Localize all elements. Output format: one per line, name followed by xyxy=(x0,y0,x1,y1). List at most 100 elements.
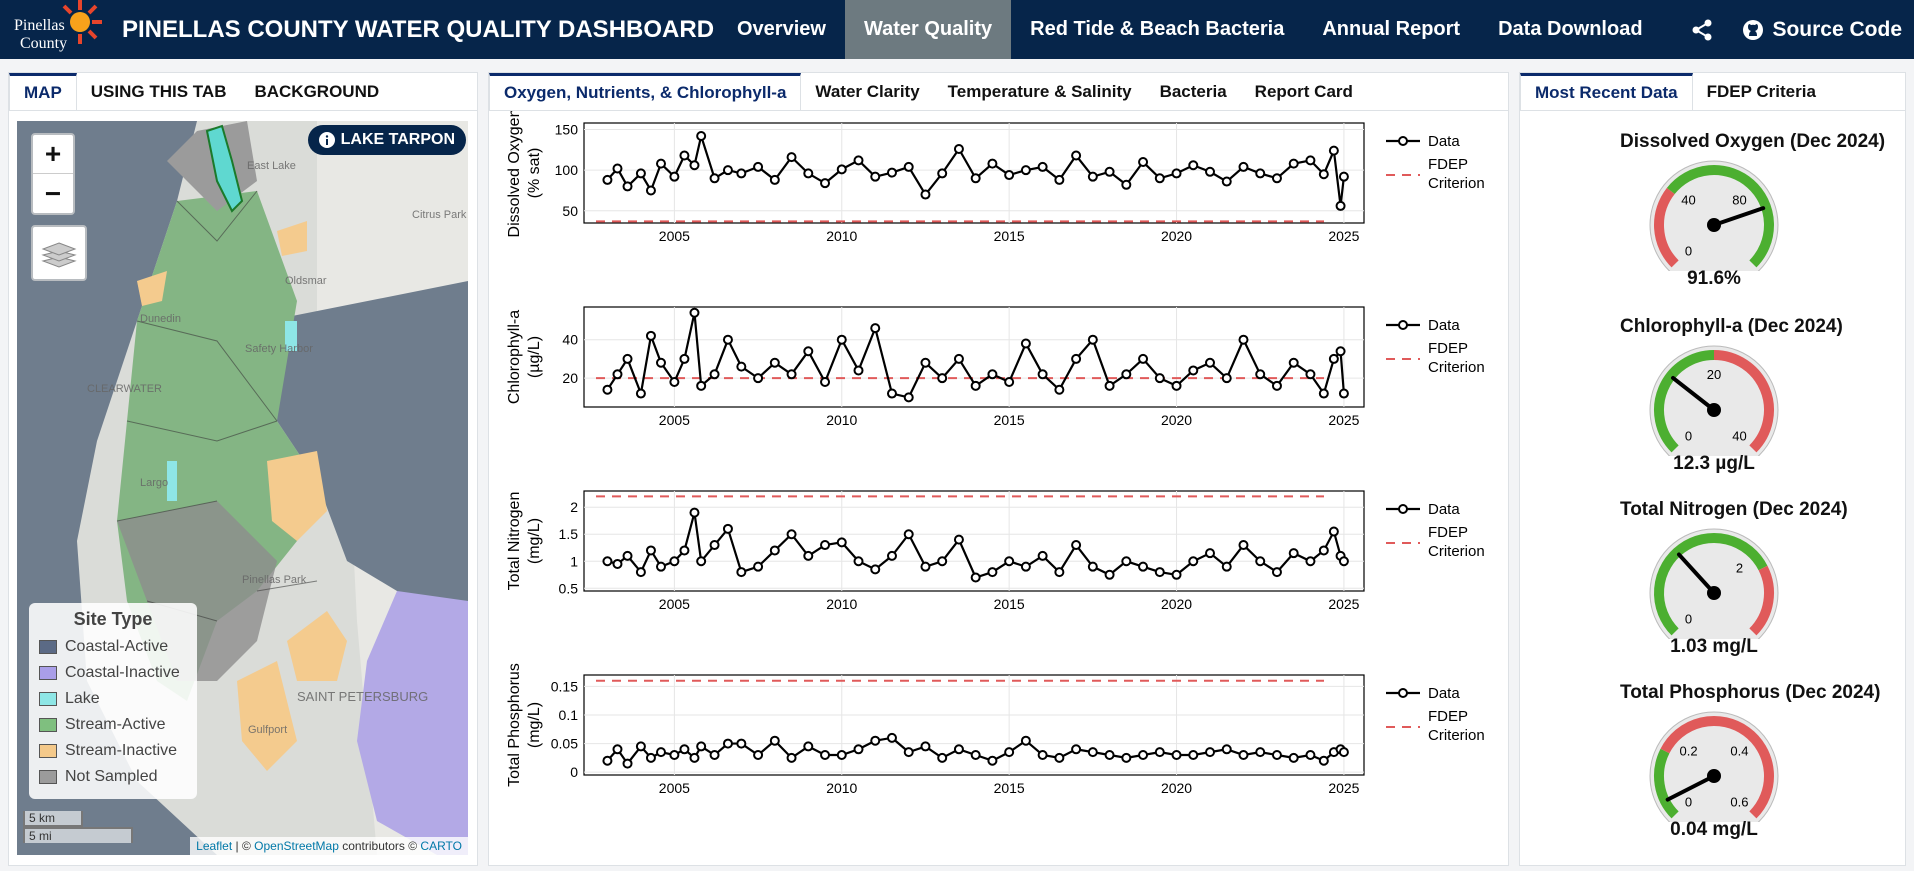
tab-temperature-salinity[interactable]: Temperature & Salinity xyxy=(947,81,1132,101)
data-point[interactable] xyxy=(1104,569,1115,580)
data-point[interactable] xyxy=(1104,166,1115,177)
data-point[interactable] xyxy=(722,738,733,749)
data-point[interactable] xyxy=(803,346,814,357)
data-point[interactable] xyxy=(696,380,707,391)
zoom-out-button[interactable]: − xyxy=(44,177,62,209)
data-point[interactable] xyxy=(937,752,948,763)
data-point[interactable] xyxy=(937,168,948,179)
data-point[interactable] xyxy=(709,750,720,760)
data-point[interactable] xyxy=(1138,157,1149,168)
data-point[interactable] xyxy=(1318,388,1329,399)
data-point[interactable] xyxy=(1205,166,1216,177)
data-point[interactable] xyxy=(886,167,897,178)
data-point[interactable] xyxy=(1004,556,1015,567)
data-point[interactable] xyxy=(722,334,733,345)
data-point[interactable] xyxy=(679,744,690,755)
data-point[interactable] xyxy=(1288,357,1299,368)
tab-bacteria[interactable]: Bacteria xyxy=(1159,81,1227,101)
data-point[interactable] xyxy=(1037,161,1048,172)
data-point[interactable] xyxy=(722,523,733,534)
data-point[interactable] xyxy=(689,507,700,518)
data-point[interactable] xyxy=(1338,388,1349,399)
data-point[interactable] xyxy=(736,168,747,179)
data-point[interactable] xyxy=(1138,353,1149,364)
legend-criterion-label[interactable]: FDEP Criterion xyxy=(1428,156,1485,192)
data-point[interactable] xyxy=(709,173,720,184)
data-point[interactable] xyxy=(1255,168,1266,179)
data-point[interactable] xyxy=(689,160,700,171)
legend-data-label[interactable]: Data xyxy=(1428,501,1460,518)
data-point[interactable] xyxy=(1054,752,1065,763)
data-point[interactable] xyxy=(1221,176,1232,187)
tab-using-this-tab[interactable]: USING THIS TAB xyxy=(90,81,227,101)
data-point[interactable] xyxy=(696,741,707,752)
data-point[interactable] xyxy=(1205,747,1216,758)
data-point[interactable] xyxy=(1188,365,1199,376)
data-point[interactable] xyxy=(1271,173,1282,184)
data-point[interactable] xyxy=(1271,380,1282,391)
layers-icon[interactable] xyxy=(31,225,87,281)
nav-red-tide-beach-bacteria[interactable]: Red Tide & Beach Bacteria xyxy=(1030,18,1285,40)
data-point[interactable] xyxy=(1305,369,1316,380)
data-point[interactable] xyxy=(689,307,700,318)
data-point[interactable] xyxy=(870,564,881,575)
nav-overview[interactable]: Overview xyxy=(737,18,826,40)
data-point[interactable] xyxy=(953,744,964,755)
data-point[interactable] xyxy=(920,741,931,752)
data-point[interactable] xyxy=(679,353,690,364)
data-point[interactable] xyxy=(645,752,656,763)
data-point[interactable] xyxy=(645,330,656,341)
source-code-link[interactable]: Source Code xyxy=(1724,18,1914,42)
data-point[interactable] xyxy=(602,556,613,567)
site-map[interactable]: East Lake Citrus Park Oldsmar Dunedin Sa… xyxy=(17,121,468,855)
data-point[interactable] xyxy=(736,738,747,749)
data-point[interactable] xyxy=(602,384,613,395)
data-point[interactable] xyxy=(1255,747,1266,758)
data-point[interactable] xyxy=(1071,150,1082,161)
data-point[interactable] xyxy=(920,189,931,200)
data-point[interactable] xyxy=(953,144,964,155)
data-point[interactable] xyxy=(769,357,780,368)
data-point[interactable] xyxy=(987,158,998,169)
data-point[interactable] xyxy=(1318,755,1329,766)
data-point[interactable] xyxy=(1171,569,1182,580)
data-point[interactable] xyxy=(1271,567,1282,578)
data-point[interactable] xyxy=(612,369,623,380)
nav-water-quality[interactable]: Water Quality xyxy=(844,0,1012,59)
data-point[interactable] xyxy=(970,380,981,391)
data-point[interactable] xyxy=(635,567,646,578)
tab-background[interactable]: BACKGROUND xyxy=(254,81,380,101)
data-point[interactable] xyxy=(635,741,646,752)
data-point[interactable] xyxy=(1121,179,1132,190)
data-point[interactable] xyxy=(612,163,623,174)
data-point[interactable] xyxy=(903,161,914,172)
data-point[interactable] xyxy=(1328,353,1339,364)
data-point[interactable] xyxy=(1154,567,1165,578)
data-point[interactable] xyxy=(1087,561,1098,572)
data-point[interactable] xyxy=(1255,369,1266,380)
data-point[interactable] xyxy=(836,537,847,548)
data-point[interactable] xyxy=(1020,165,1031,176)
osm-link[interactable]: OpenStreetMap xyxy=(254,839,339,853)
data-point[interactable] xyxy=(1338,747,1349,758)
leaflet-link[interactable]: Leaflet xyxy=(196,839,233,853)
nav-data-download[interactable]: Data Download xyxy=(1498,18,1643,40)
data-point[interactable] xyxy=(1071,744,1082,755)
data-point[interactable] xyxy=(1188,160,1199,171)
data-point[interactable] xyxy=(1154,747,1165,758)
nav-annual-report[interactable]: Annual Report xyxy=(1322,18,1461,40)
data-point[interactable] xyxy=(635,388,646,399)
data-point[interactable] xyxy=(1318,169,1329,180)
data-point[interactable] xyxy=(622,758,633,769)
legend-criterion-label[interactable]: FDEP Criterion xyxy=(1428,708,1485,744)
data-point[interactable] xyxy=(769,545,780,556)
data-point[interactable] xyxy=(1071,540,1082,551)
data-point[interactable] xyxy=(820,540,831,551)
legend-criterion-label[interactable]: FDEP Criterion xyxy=(1428,340,1485,376)
tab-report-card[interactable]: Report Card xyxy=(1254,81,1353,101)
data-point[interactable] xyxy=(1305,155,1316,166)
data-point[interactable] xyxy=(1071,353,1082,364)
data-point[interactable] xyxy=(870,323,881,334)
data-point[interactable] xyxy=(970,750,981,760)
data-point[interactable] xyxy=(1188,750,1199,760)
